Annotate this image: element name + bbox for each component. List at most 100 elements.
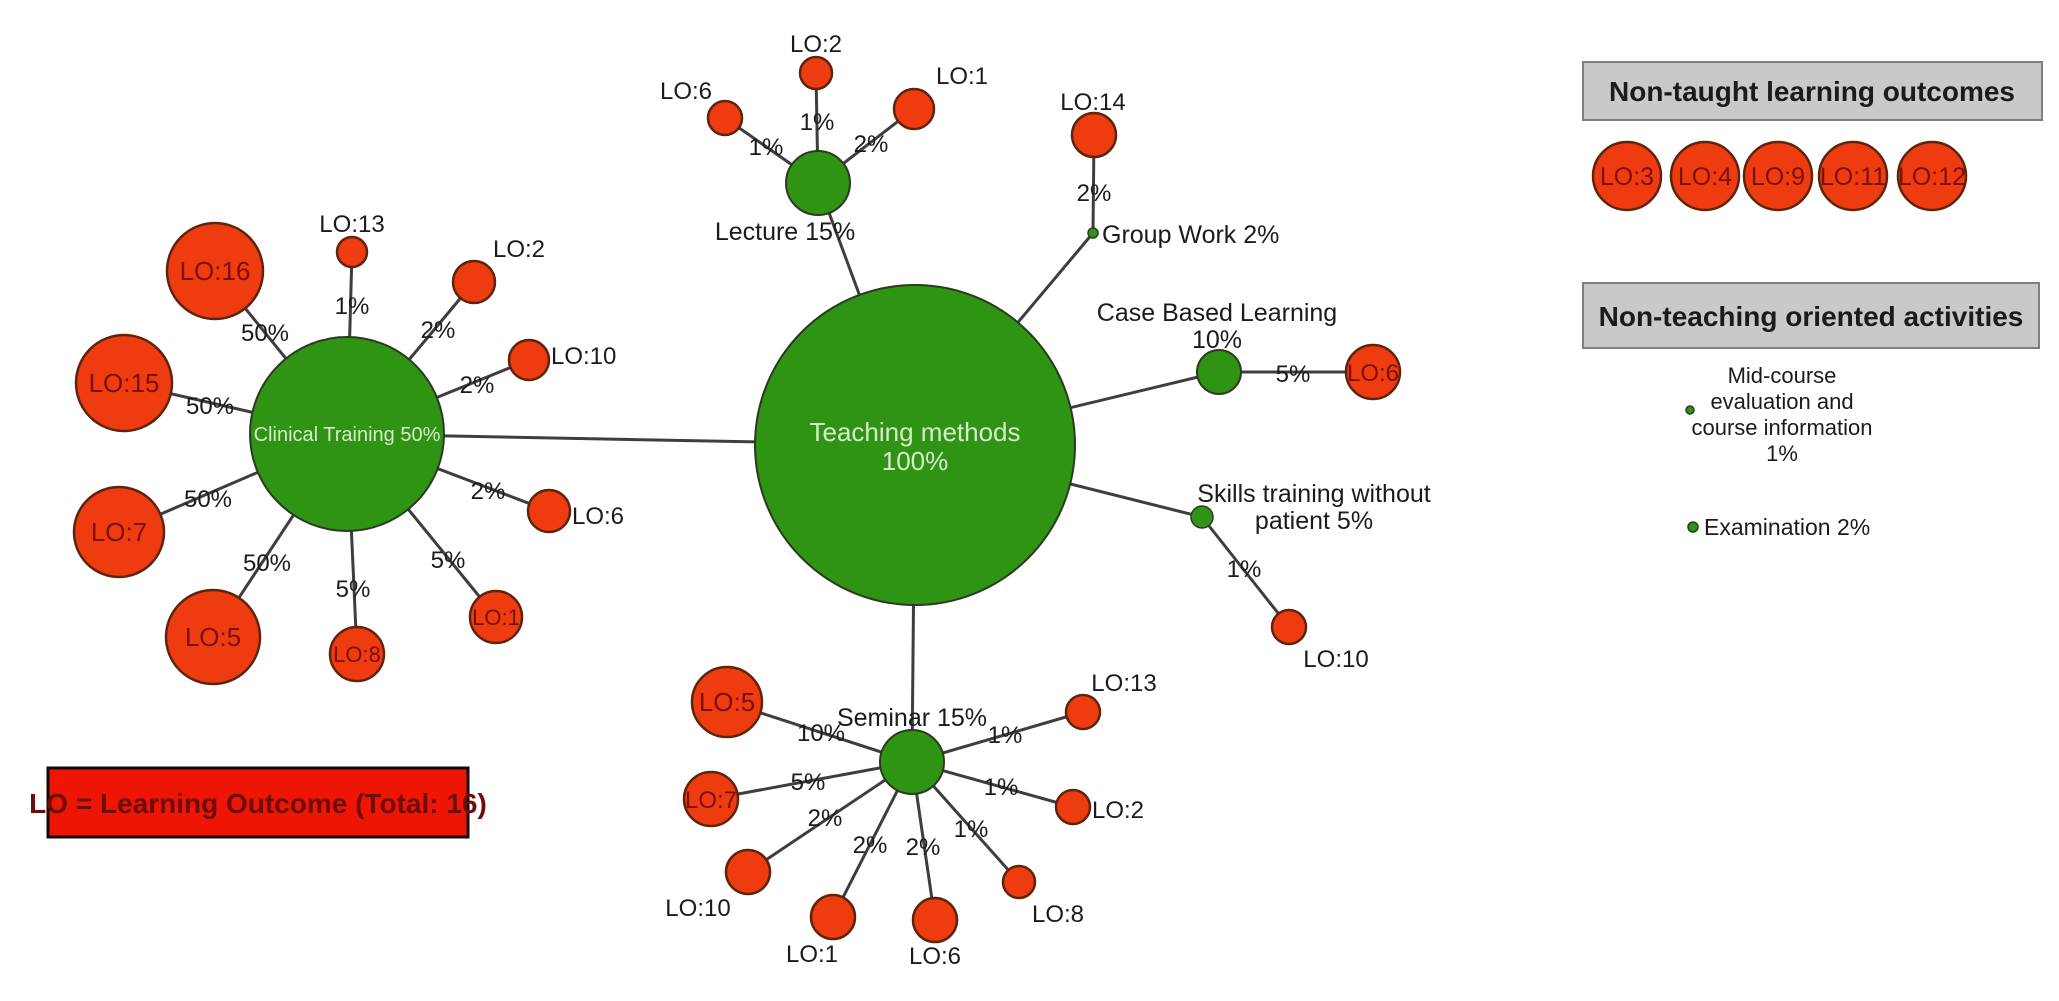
node-ct-lo10 [507,338,551,382]
nt-lo11-label: LO:11 [1820,163,1886,191]
node-cbl-lo6 [1344,343,1402,401]
edge-sk-sk-lo10 [1200,516,1291,628]
sem-lo2-label: LO:2 [1092,797,1144,824]
node-ct-lo7 [72,485,166,579]
edge-label-ct-ct-lo5: 50% [243,550,291,577]
edge-label-ct-ct-lo8: 5% [336,576,371,603]
edge-label-sem-sem-lo6: 2% [906,834,941,861]
edge-label-ct-ct-lo1: 5% [431,547,466,574]
non-taught-header-label: Non-taught learning outcomes [1609,76,2015,107]
edge-label-lec-lec-lo6: 1% [749,134,784,161]
node-sk-lo10 [1270,608,1308,646]
non-taught-header-box [1582,61,2043,121]
node-sem-lo5 [690,665,764,739]
node-nt-lo9 [1742,140,1814,212]
node-ct [249,336,445,532]
edge-label-sem-sem-lo5: 10% [797,720,845,747]
node-mc-dot [1685,405,1695,415]
node-nt-lo4 [1669,140,1741,212]
gw-lo14-label: LO:14 [1060,89,1125,116]
lecture: Lecture 15% [715,218,855,246]
node-sem-lo8 [1001,864,1037,900]
edge-label-ct-ct-lo7: 50% [184,486,232,513]
edge-label-ct-ct-lo2: 2% [421,317,456,344]
node-ex-dot [1687,521,1699,533]
lec-lo6-label: LO:6 [660,78,712,105]
node-sk [1190,505,1214,529]
legend-box [46,766,470,839]
ct-lo2-label: LO:2 [493,236,545,263]
edge-label-lec-lec-lo2: 1% [800,109,835,136]
node-ct-lo2 [451,259,497,305]
node-sem-lo13 [1064,693,1102,731]
teaching-methods: Teaching methods 100% [809,417,1020,476]
sem-lo1-label: LO:1 [786,941,838,968]
node-lec [785,150,851,216]
node-ct-lo16 [165,221,265,321]
edge-label-ct-ct-lo6: 2% [471,478,506,505]
edge-label-sem-sem-lo13: 1% [988,722,1023,749]
edge-label-ct-ct-lo15: 50% [186,393,234,420]
mid-course-label: Mid-course evaluation and course informati… [1692,363,1873,466]
node-nt-lo11 [1817,140,1889,212]
non-teaching-header-box [1582,282,2040,349]
edge-label-lec-lec-lo1: 2% [854,131,889,158]
edge-label-gw-gw-lo14: 2% [1077,180,1112,207]
node-sem-lo1 [809,893,857,941]
nt-lo9-label: LO:9 [1751,163,1805,191]
node-ct-lo1 [468,589,524,645]
edge-label-ct-ct-lo16: 50% [241,320,289,347]
node-lec-lo6 [706,99,744,137]
node-lec-lo1 [892,87,936,131]
cbl-lo6-label: LO:6 [1347,360,1399,387]
nt-lo3-label: LO:3 [1600,163,1654,191]
ct-lo8-label: LO:8 [333,642,381,667]
node-sem-lo6 [911,896,959,944]
edge-label-cbl-cbl-lo6: 5% [1276,361,1311,388]
ct-lo6-label: LO:6 [572,503,624,530]
examination-label: Examination 2% [1704,514,1870,540]
node-gw [1087,227,1099,239]
lec-lo1-label: LO:1 [936,63,988,90]
node-ct-lo13 [335,235,369,269]
node-ct-lo5 [164,588,262,686]
node-ct-lo15 [74,333,174,433]
nt-lo12-label: LO:12 [1898,163,1966,191]
lec-lo2-label: LO:2 [790,31,842,58]
node-gw-lo14 [1070,111,1118,159]
node-cbl [1196,349,1242,395]
edge-label-ct-ct-lo10: 2% [460,372,495,399]
node-nt-lo3 [1591,140,1663,212]
edge-label-sem-sem-lo7: 5% [791,769,826,796]
sem-lo7-label: LO:7 [685,787,737,814]
sk-lo10-label: LO:10 [1303,646,1368,673]
legend-label: LO = Learning Outcome (Total: 16) [29,788,487,819]
seminar: Seminar 15% [837,704,987,732]
sem-lo5-label: LO:5 [699,687,755,717]
non-teaching-header-label: Non-teaching oriented activities [1599,301,2024,332]
sem-lo8-label: LO:8 [1032,901,1084,928]
edge-label-sem-sem-lo2: 1% [984,774,1019,801]
ct-lo5-label: LO:5 [185,622,241,652]
edge-label-sem-sem-lo8: 1% [954,816,989,843]
node-sem-lo7 [682,770,740,828]
clinical-training: Clinical Training 50% [254,424,441,446]
node-sem [879,729,945,795]
node-ct-lo6 [526,488,572,534]
node-tm [754,284,1076,606]
node-lec-lo2 [798,55,834,91]
node-sem-lo10 [724,848,772,896]
ct-lo16-label: LO:16 [180,256,251,286]
skills-training: Skills training without patient 5% [1197,480,1430,535]
ct-lo15-label: LO:15 [89,368,160,398]
edge-label-ct-ct-lo13: 1% [335,293,370,320]
case-based-learning: Case Based Learning 10% [1097,299,1337,354]
sem-lo13-label: LO:13 [1091,670,1156,697]
ct-lo13-label: LO:13 [319,211,384,238]
edge-label-sem-sem-lo10: 2% [808,805,843,832]
sem-lo6-label: LO:6 [909,943,961,970]
edge-label-sem-sem-lo1: 2% [853,832,888,859]
node-ct-lo8 [328,625,386,683]
